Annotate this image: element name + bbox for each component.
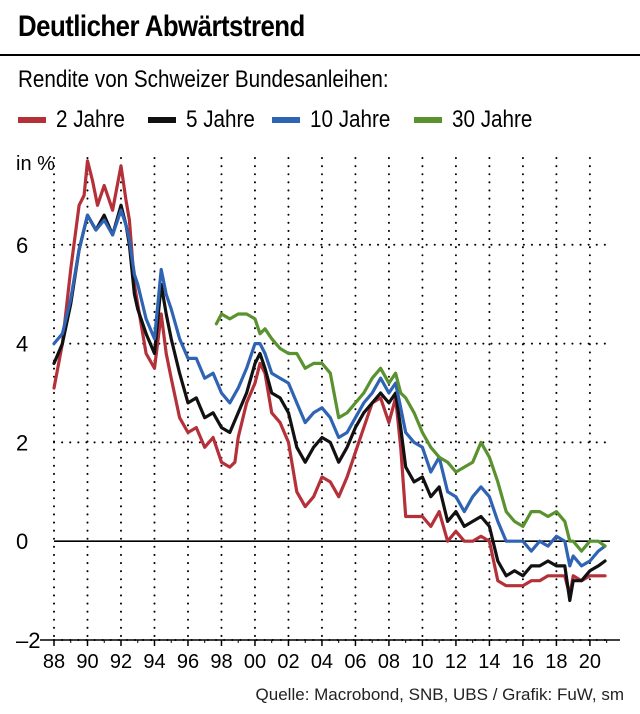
series-line-5-jahre — [52, 203, 607, 603]
legend-swatch-5-jahre — [148, 117, 176, 123]
legend-item-30-jahre: 30 Jahre — [414, 106, 545, 134]
x-tick-label: 06 — [344, 651, 366, 673]
legend-label-5-jahre: 5 Jahre — [186, 106, 255, 133]
series-line-30-jahre — [214, 312, 607, 553]
x-tick-label: 00 — [244, 651, 266, 673]
legend: 2 Jahre 5 Jahre 10 Jahre 30 Jahre — [18, 106, 638, 136]
x-tick-label: 90 — [76, 651, 98, 673]
x-tick-label: 92 — [110, 651, 132, 673]
series-lines — [52, 159, 607, 603]
x-tick-label: 18 — [545, 651, 567, 673]
y-axis-unit-label: in % — [16, 153, 55, 175]
legend-swatch-30-jahre — [414, 117, 442, 123]
x-tick-label: 20 — [579, 651, 601, 673]
x-tick-label: 98 — [210, 651, 232, 673]
legend-label-10-jahre: 10 Jahre — [310, 106, 391, 133]
y-tick-label: 0 — [16, 529, 28, 554]
axes: 88 90 92 94 96 98 00 02 04 06 08 10 12 14 16 18 20–20246… — [16, 153, 620, 673]
grid — [53, 157, 611, 641]
title-rule — [0, 54, 640, 56]
x-tick-label: 10 — [411, 651, 433, 673]
source-note: Quelle: Macrobond, SNB, UBS / Grafik: Fu… — [255, 685, 624, 704]
x-tick-label: 04 — [311, 651, 333, 673]
x-tick-label: 94 — [143, 651, 165, 673]
x-tick-label: 14 — [478, 651, 500, 673]
y-tick-label: 6 — [16, 233, 28, 258]
y-tick-label: 2 — [16, 430, 28, 455]
legend-item-10-jahre: 10 Jahre — [272, 106, 403, 134]
chart-subtitle: Rendite von Schweizer Bundesanleihen: — [18, 66, 389, 93]
x-tick-label: 08 — [378, 651, 400, 673]
x-tick-label: 12 — [445, 651, 467, 673]
legend-swatch-2-jahre — [18, 117, 46, 123]
y-tick-label: –2 — [16, 628, 40, 653]
series-line-10-jahre — [52, 208, 607, 568]
legend-label-2-jahre: 2 Jahre — [56, 106, 125, 133]
line-chart: 88 90 92 94 96 98 00 02 04 06 08 10 12 14 16 18 20–20246… — [16, 153, 620, 673]
chart-title: Deutlicher Abwärtstrend — [18, 10, 305, 43]
legend-item-2-jahre: 2 Jahre — [18, 106, 136, 134]
x-tick-label: 96 — [177, 651, 199, 673]
legend-swatch-10-jahre — [272, 117, 300, 123]
x-tick-label: 88 — [43, 651, 65, 673]
legend-item-5-jahre: 5 Jahre — [148, 106, 266, 134]
y-tick-label: 4 — [16, 332, 28, 357]
x-tick-label: 16 — [512, 651, 534, 673]
legend-label-30-jahre: 30 Jahre — [452, 106, 533, 133]
x-tick-label: 02 — [277, 651, 299, 673]
